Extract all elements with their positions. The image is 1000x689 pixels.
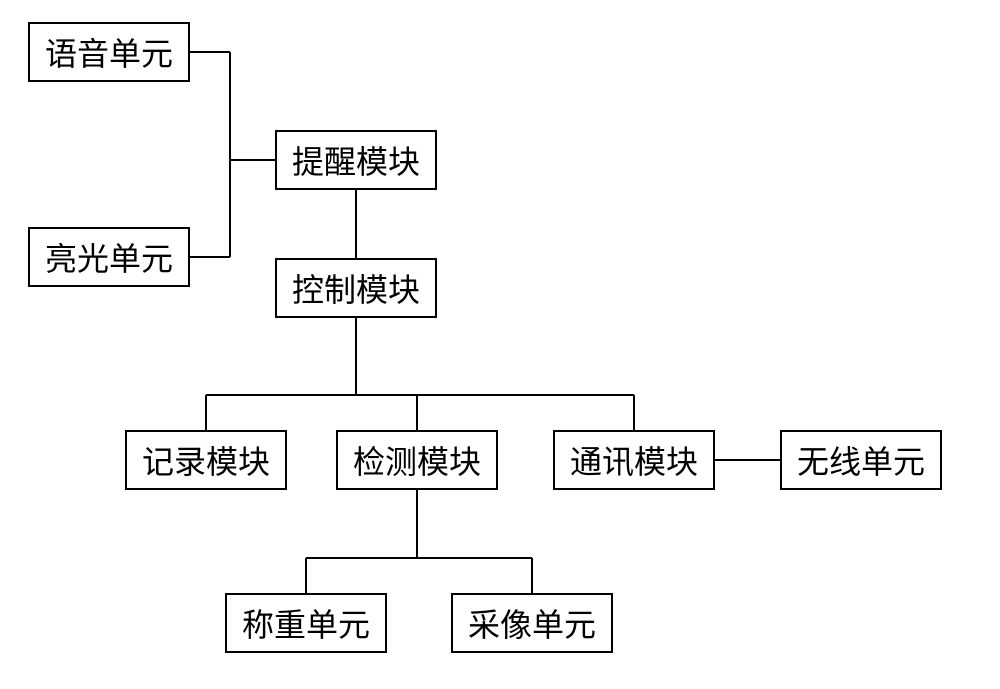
node-label: 控制模块 [292, 265, 420, 311]
node-record-module: 记录模块 [125, 430, 287, 490]
edge-layer [0, 0, 1000, 689]
node-label: 亮光单元 [45, 234, 173, 280]
node-label: 无线单元 [797, 437, 925, 483]
node-label: 语音单元 [45, 29, 173, 75]
node-label: 采像单元 [468, 600, 596, 646]
node-label: 提醒模块 [292, 137, 420, 183]
node-detect-module: 检测模块 [336, 430, 498, 490]
node-label: 记录模块 [142, 437, 270, 483]
node-voice-unit: 语音单元 [28, 22, 190, 82]
node-camera-unit: 采像单元 [451, 593, 613, 653]
node-remind-module: 提醒模块 [275, 130, 437, 190]
node-wireless-unit: 无线单元 [780, 430, 942, 490]
node-weigh-unit: 称重单元 [225, 593, 387, 653]
node-light-unit: 亮光单元 [28, 227, 190, 287]
node-comm-module: 通讯模块 [553, 430, 715, 490]
node-label: 通讯模块 [570, 437, 698, 483]
node-control-module: 控制模块 [275, 258, 437, 318]
node-label: 称重单元 [242, 600, 370, 646]
node-label: 检测模块 [353, 437, 481, 483]
